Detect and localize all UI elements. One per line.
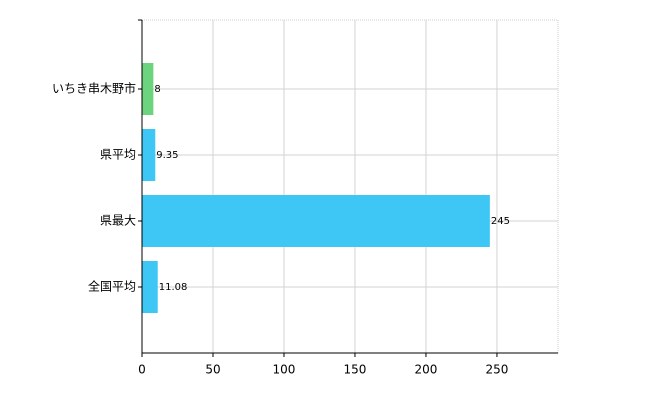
bar — [142, 63, 154, 115]
value-label: 245 — [491, 216, 510, 227]
y-tick-label: 県最大 — [100, 214, 136, 228]
bar — [142, 195, 490, 247]
x-tick-label: 100 — [273, 363, 296, 377]
bar — [142, 129, 156, 181]
x-tick-label: 150 — [344, 363, 367, 377]
x-tick-label: 50 — [205, 363, 220, 377]
value-label: 11.08 — [159, 282, 188, 293]
x-tick-label: 0 — [138, 363, 146, 377]
value-label: 8 — [154, 84, 160, 95]
y-tick-label: 全国平均 — [88, 279, 136, 294]
y-tick-label: いちき串木野市 — [52, 81, 136, 96]
x-tick-label: 200 — [415, 363, 438, 377]
x-tick-label: 250 — [485, 363, 508, 377]
y-tick-label: 県平均 — [100, 148, 136, 162]
value-label: 9.35 — [156, 150, 178, 161]
bar — [142, 261, 158, 313]
